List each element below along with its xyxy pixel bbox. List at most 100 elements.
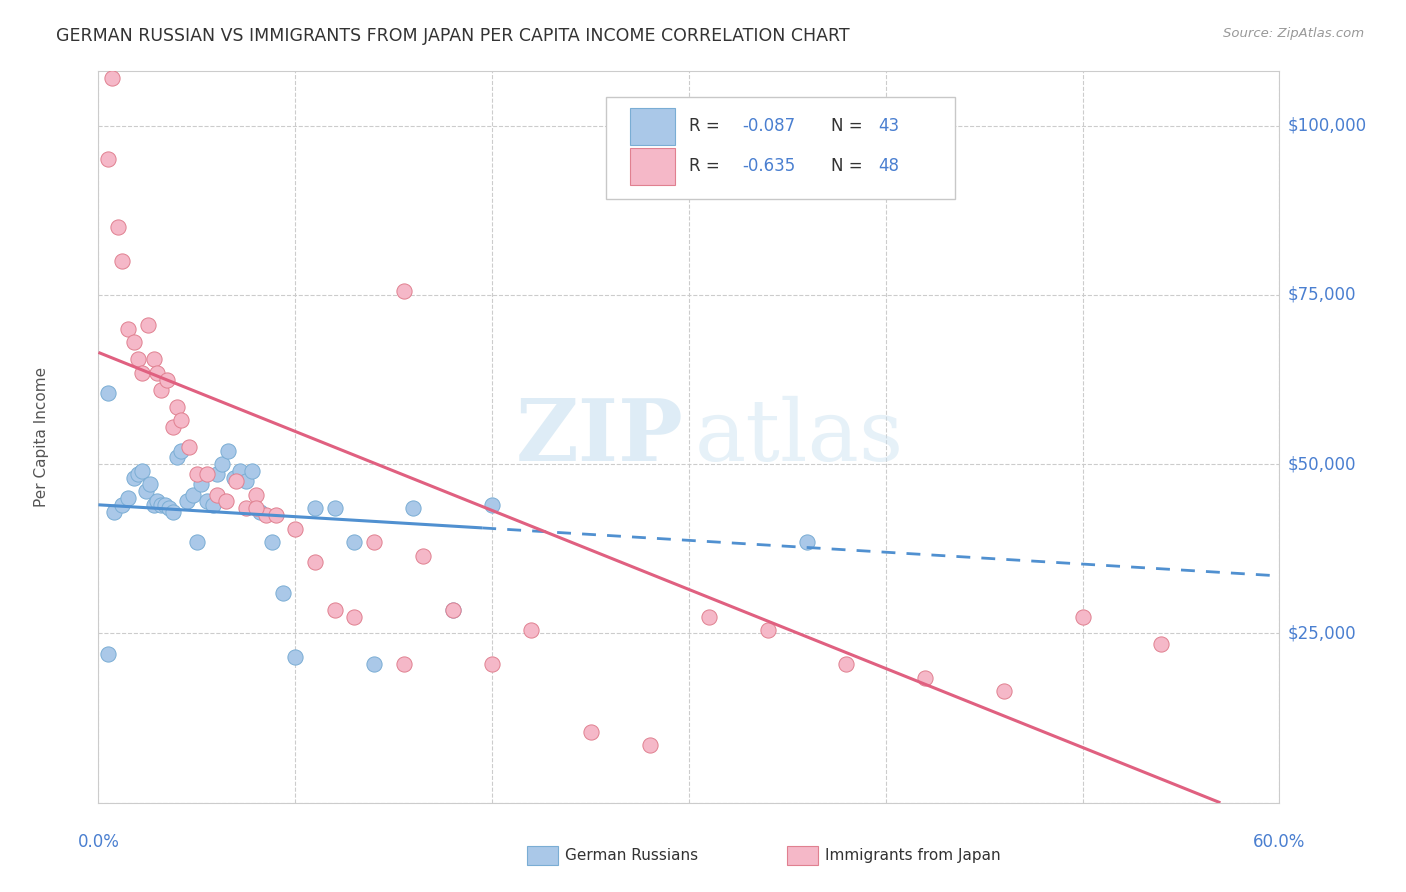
Text: Immigrants from Japan: Immigrants from Japan <box>825 848 1001 863</box>
Point <box>343 609 366 624</box>
Point <box>363 535 385 549</box>
FancyBboxPatch shape <box>606 97 955 200</box>
Point <box>254 508 277 522</box>
Text: $75,000: $75,000 <box>1288 285 1357 304</box>
Point <box>441 603 464 617</box>
Point <box>235 501 257 516</box>
FancyBboxPatch shape <box>630 148 675 185</box>
Point <box>135 484 157 499</box>
Point <box>117 322 139 336</box>
Point <box>249 505 271 519</box>
Point <box>229 464 252 478</box>
Point <box>170 413 193 427</box>
Point <box>97 386 120 401</box>
Text: 48: 48 <box>877 158 898 176</box>
Point <box>131 366 153 380</box>
Point <box>756 623 779 637</box>
Point <box>107 220 129 235</box>
Point <box>363 657 385 671</box>
Text: atlas: atlas <box>695 395 904 479</box>
Point <box>224 471 246 485</box>
Text: R =: R = <box>689 158 725 176</box>
FancyBboxPatch shape <box>630 108 675 145</box>
Point <box>166 400 188 414</box>
Point <box>103 505 125 519</box>
Point <box>323 501 346 516</box>
Point <box>157 501 180 516</box>
Point <box>186 535 208 549</box>
Point <box>190 477 212 491</box>
Point <box>170 443 193 458</box>
Point <box>111 254 134 268</box>
Point <box>284 650 307 665</box>
Point <box>225 474 247 488</box>
Point <box>260 535 283 549</box>
Text: N =: N = <box>831 158 868 176</box>
Point <box>122 335 145 350</box>
Point <box>117 491 139 505</box>
Point <box>205 488 228 502</box>
Point <box>111 498 134 512</box>
Text: $50,000: $50,000 <box>1288 455 1357 473</box>
Point <box>136 318 159 333</box>
Point <box>835 657 858 671</box>
Point <box>122 471 145 485</box>
Point <box>441 603 464 617</box>
Point <box>127 352 149 367</box>
Point <box>146 366 169 380</box>
Text: 43: 43 <box>877 117 898 136</box>
Text: 0.0%: 0.0% <box>77 833 120 851</box>
Point <box>304 555 326 569</box>
Point <box>150 383 173 397</box>
Text: ZIP: ZIP <box>515 395 683 479</box>
Point <box>162 420 184 434</box>
Point <box>176 494 198 508</box>
Text: -0.635: -0.635 <box>742 158 796 176</box>
Point <box>264 508 287 522</box>
Point <box>323 603 346 617</box>
Point <box>127 467 149 482</box>
Point <box>195 494 218 508</box>
Point <box>1071 609 1094 624</box>
Point <box>1150 637 1173 651</box>
Point <box>235 474 257 488</box>
Text: German Russians: German Russians <box>565 848 699 863</box>
Point <box>579 724 602 739</box>
Text: R =: R = <box>689 117 725 136</box>
Point <box>215 494 238 508</box>
Text: Per Capita Income: Per Capita Income <box>34 367 49 508</box>
Point <box>131 464 153 478</box>
Point <box>343 535 366 549</box>
Text: N =: N = <box>831 117 868 136</box>
Point <box>155 498 177 512</box>
Text: 60.0%: 60.0% <box>1253 833 1306 851</box>
Point <box>186 467 208 482</box>
Point <box>150 498 173 512</box>
Point <box>217 443 239 458</box>
Point <box>245 501 267 516</box>
Point <box>284 521 307 535</box>
Point <box>201 498 224 512</box>
Text: -0.087: -0.087 <box>742 117 796 136</box>
Point <box>142 498 165 512</box>
Point <box>697 609 720 624</box>
Point <box>205 467 228 482</box>
Point <box>97 647 120 661</box>
Point <box>392 285 415 299</box>
Point <box>245 488 267 502</box>
Text: $25,000: $25,000 <box>1288 624 1357 642</box>
Point <box>166 450 188 465</box>
Point <box>304 501 326 516</box>
Point <box>138 477 160 491</box>
Point <box>211 457 233 471</box>
Point <box>97 153 120 167</box>
Point <box>638 738 661 752</box>
Point <box>142 352 165 367</box>
Point <box>481 657 503 671</box>
Point <box>162 505 184 519</box>
Point <box>796 535 818 549</box>
Point <box>240 464 263 478</box>
Point <box>481 498 503 512</box>
Text: GERMAN RUSSIAN VS IMMIGRANTS FROM JAPAN PER CAPITA INCOME CORRELATION CHART: GERMAN RUSSIAN VS IMMIGRANTS FROM JAPAN … <box>56 27 849 45</box>
Text: $100,000: $100,000 <box>1288 117 1367 135</box>
